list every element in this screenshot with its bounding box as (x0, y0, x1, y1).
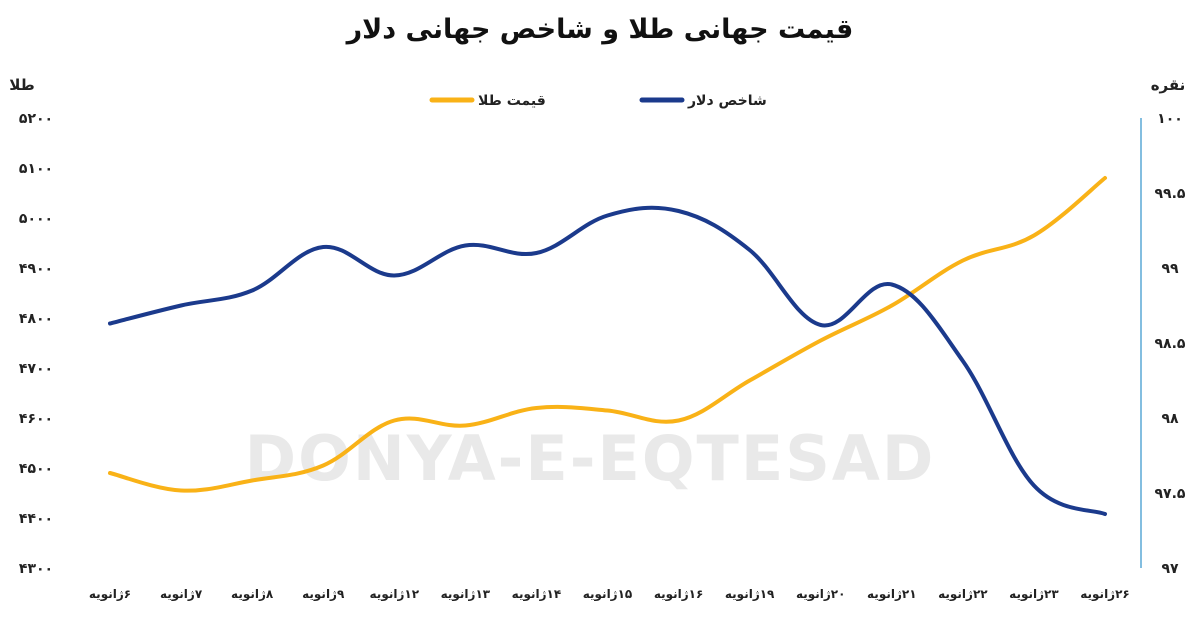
right-axis-ticks: ۹۷ ۹۷.۵ ۹۸ ۹۸.۵ ۹۹ ۹۹.۵ ۱۰۰ (1155, 111, 1186, 577)
x-tick-label: ۲۲ژانویه (938, 587, 988, 602)
x-tick-label: ۲۳ژانویه (1009, 587, 1059, 602)
x-tick-label: ۱۳ژانویه (441, 587, 491, 602)
x-tick-label: ۱۹ژانویه (725, 587, 775, 602)
right-tick-label: ۹۹ (1161, 261, 1179, 277)
left-tick-label: ۴۶۰۰ (19, 411, 53, 427)
right-axis-title: نقره (1151, 76, 1186, 94)
x-tick-label: ۷ژانویه (160, 587, 203, 602)
right-tick-label: ۹۸.۵ (1155, 336, 1186, 352)
left-tick-label: ۴۳۰۰ (19, 561, 53, 577)
legend-label-gold: قیمت طلا (478, 93, 546, 109)
left-tick-label: ۴۴۰۰ (19, 511, 53, 527)
left-tick-label: ۴۵۰۰ (19, 461, 53, 477)
right-tick-label: ۹۷.۵ (1155, 486, 1186, 502)
left-tick-label: ۵۱۰۰ (19, 161, 53, 177)
series-layer (108, 176, 1107, 516)
x-tick-label: ۲۶ژانویه (1080, 587, 1130, 602)
chart-title: قیمت جهانی طلا و شاخص جهانی دلار (345, 14, 854, 45)
gold-price-line (108, 176, 1107, 493)
right-tick-label: ۱۰۰ (1157, 111, 1183, 127)
x-tick-label: ۱۲ژانویه (370, 587, 420, 602)
left-axis-title: طلا (9, 76, 35, 94)
x-axis-ticks: ۶ژانویه ۷ژانویه ۸ژانویه ۹ژانویه ۱۲ژانویه ۱۳ژا… (89, 587, 1130, 602)
left-tick-label: ۴۸۰۰ (19, 311, 53, 327)
legend: قیمت طلا شاخص دلار (429, 93, 767, 109)
x-tick-label: ۹ژانویه (302, 587, 345, 602)
left-tick-label: ۴۷۰۰ (19, 361, 53, 377)
x-tick-label: ۱۴ژانویه (512, 587, 562, 602)
right-tick-label: ۹۸ (1161, 411, 1179, 427)
right-tick-label: ۹۹.۵ (1155, 186, 1186, 202)
right-tick-label: ۹۷ (1161, 561, 1179, 577)
x-tick-label: ۲۰ژانویه (796, 587, 846, 602)
watermark-text: DONYA-E-EQTESAD (245, 422, 936, 495)
left-axis-ticks: ۴۳۰۰ ۴۴۰۰ ۴۵۰۰ ۴۶۰۰ ۴۷۰۰ ۴۸۰۰ ۴۹۰۰ ۵۰۰۰ ۵۱۰۰ ۵۲۰۰ (19, 111, 53, 577)
x-tick-label: ۲۱ژانویه (867, 587, 917, 602)
x-tick-label: ۸ژانویه (231, 587, 274, 602)
left-tick-label: ۵۰۰۰ (19, 211, 53, 227)
x-tick-label: ۱۶ژانویه (654, 587, 704, 602)
x-tick-label: ۱۵ژانویه (583, 587, 633, 602)
left-tick-label: ۴۹۰۰ (19, 261, 53, 277)
dollar-index-line (108, 205, 1107, 516)
x-tick-label: ۶ژانویه (89, 587, 131, 602)
legend-label-dollar: شاخص دلار (687, 93, 767, 109)
left-tick-label: ۵۲۰۰ (19, 111, 53, 127)
